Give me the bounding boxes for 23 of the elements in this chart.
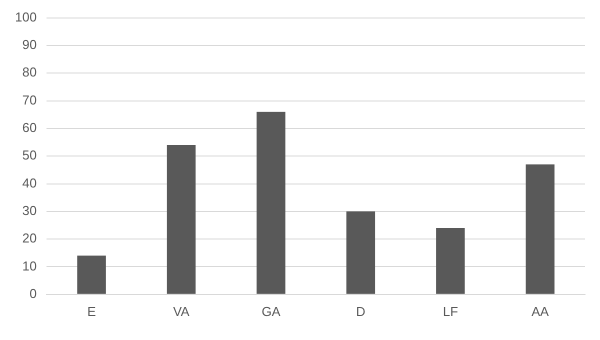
y-tick-label: 20 — [22, 230, 37, 246]
y-tick-label: 80 — [22, 64, 37, 80]
bar — [256, 112, 286, 294]
x-tick-label: LF — [442, 304, 458, 319]
y-tick-label: 100 — [14, 9, 37, 24]
y-tick-label: 50 — [22, 148, 37, 163]
x-tick-label: AA — [531, 304, 550, 319]
bar — [436, 228, 465, 294]
x-tick-label: D — [356, 304, 366, 319]
y-tick-label: 10 — [22, 258, 37, 274]
y-tick-label: 60 — [22, 120, 37, 136]
bar — [166, 145, 196, 294]
x-tick-label: GA — [262, 304, 281, 319]
bar — [526, 164, 554, 294]
x-tick-label: E — [87, 304, 96, 319]
bar — [77, 256, 106, 294]
y-tick-label: 70 — [22, 92, 37, 108]
y-tick-label: 30 — [22, 203, 37, 218]
y-tick-label: 0 — [29, 286, 37, 301]
bar — [346, 211, 376, 294]
y-tick-label: 40 — [22, 175, 37, 190]
y-tick-label: 90 — [22, 37, 37, 52]
x-tick-label: VA — [173, 304, 190, 319]
